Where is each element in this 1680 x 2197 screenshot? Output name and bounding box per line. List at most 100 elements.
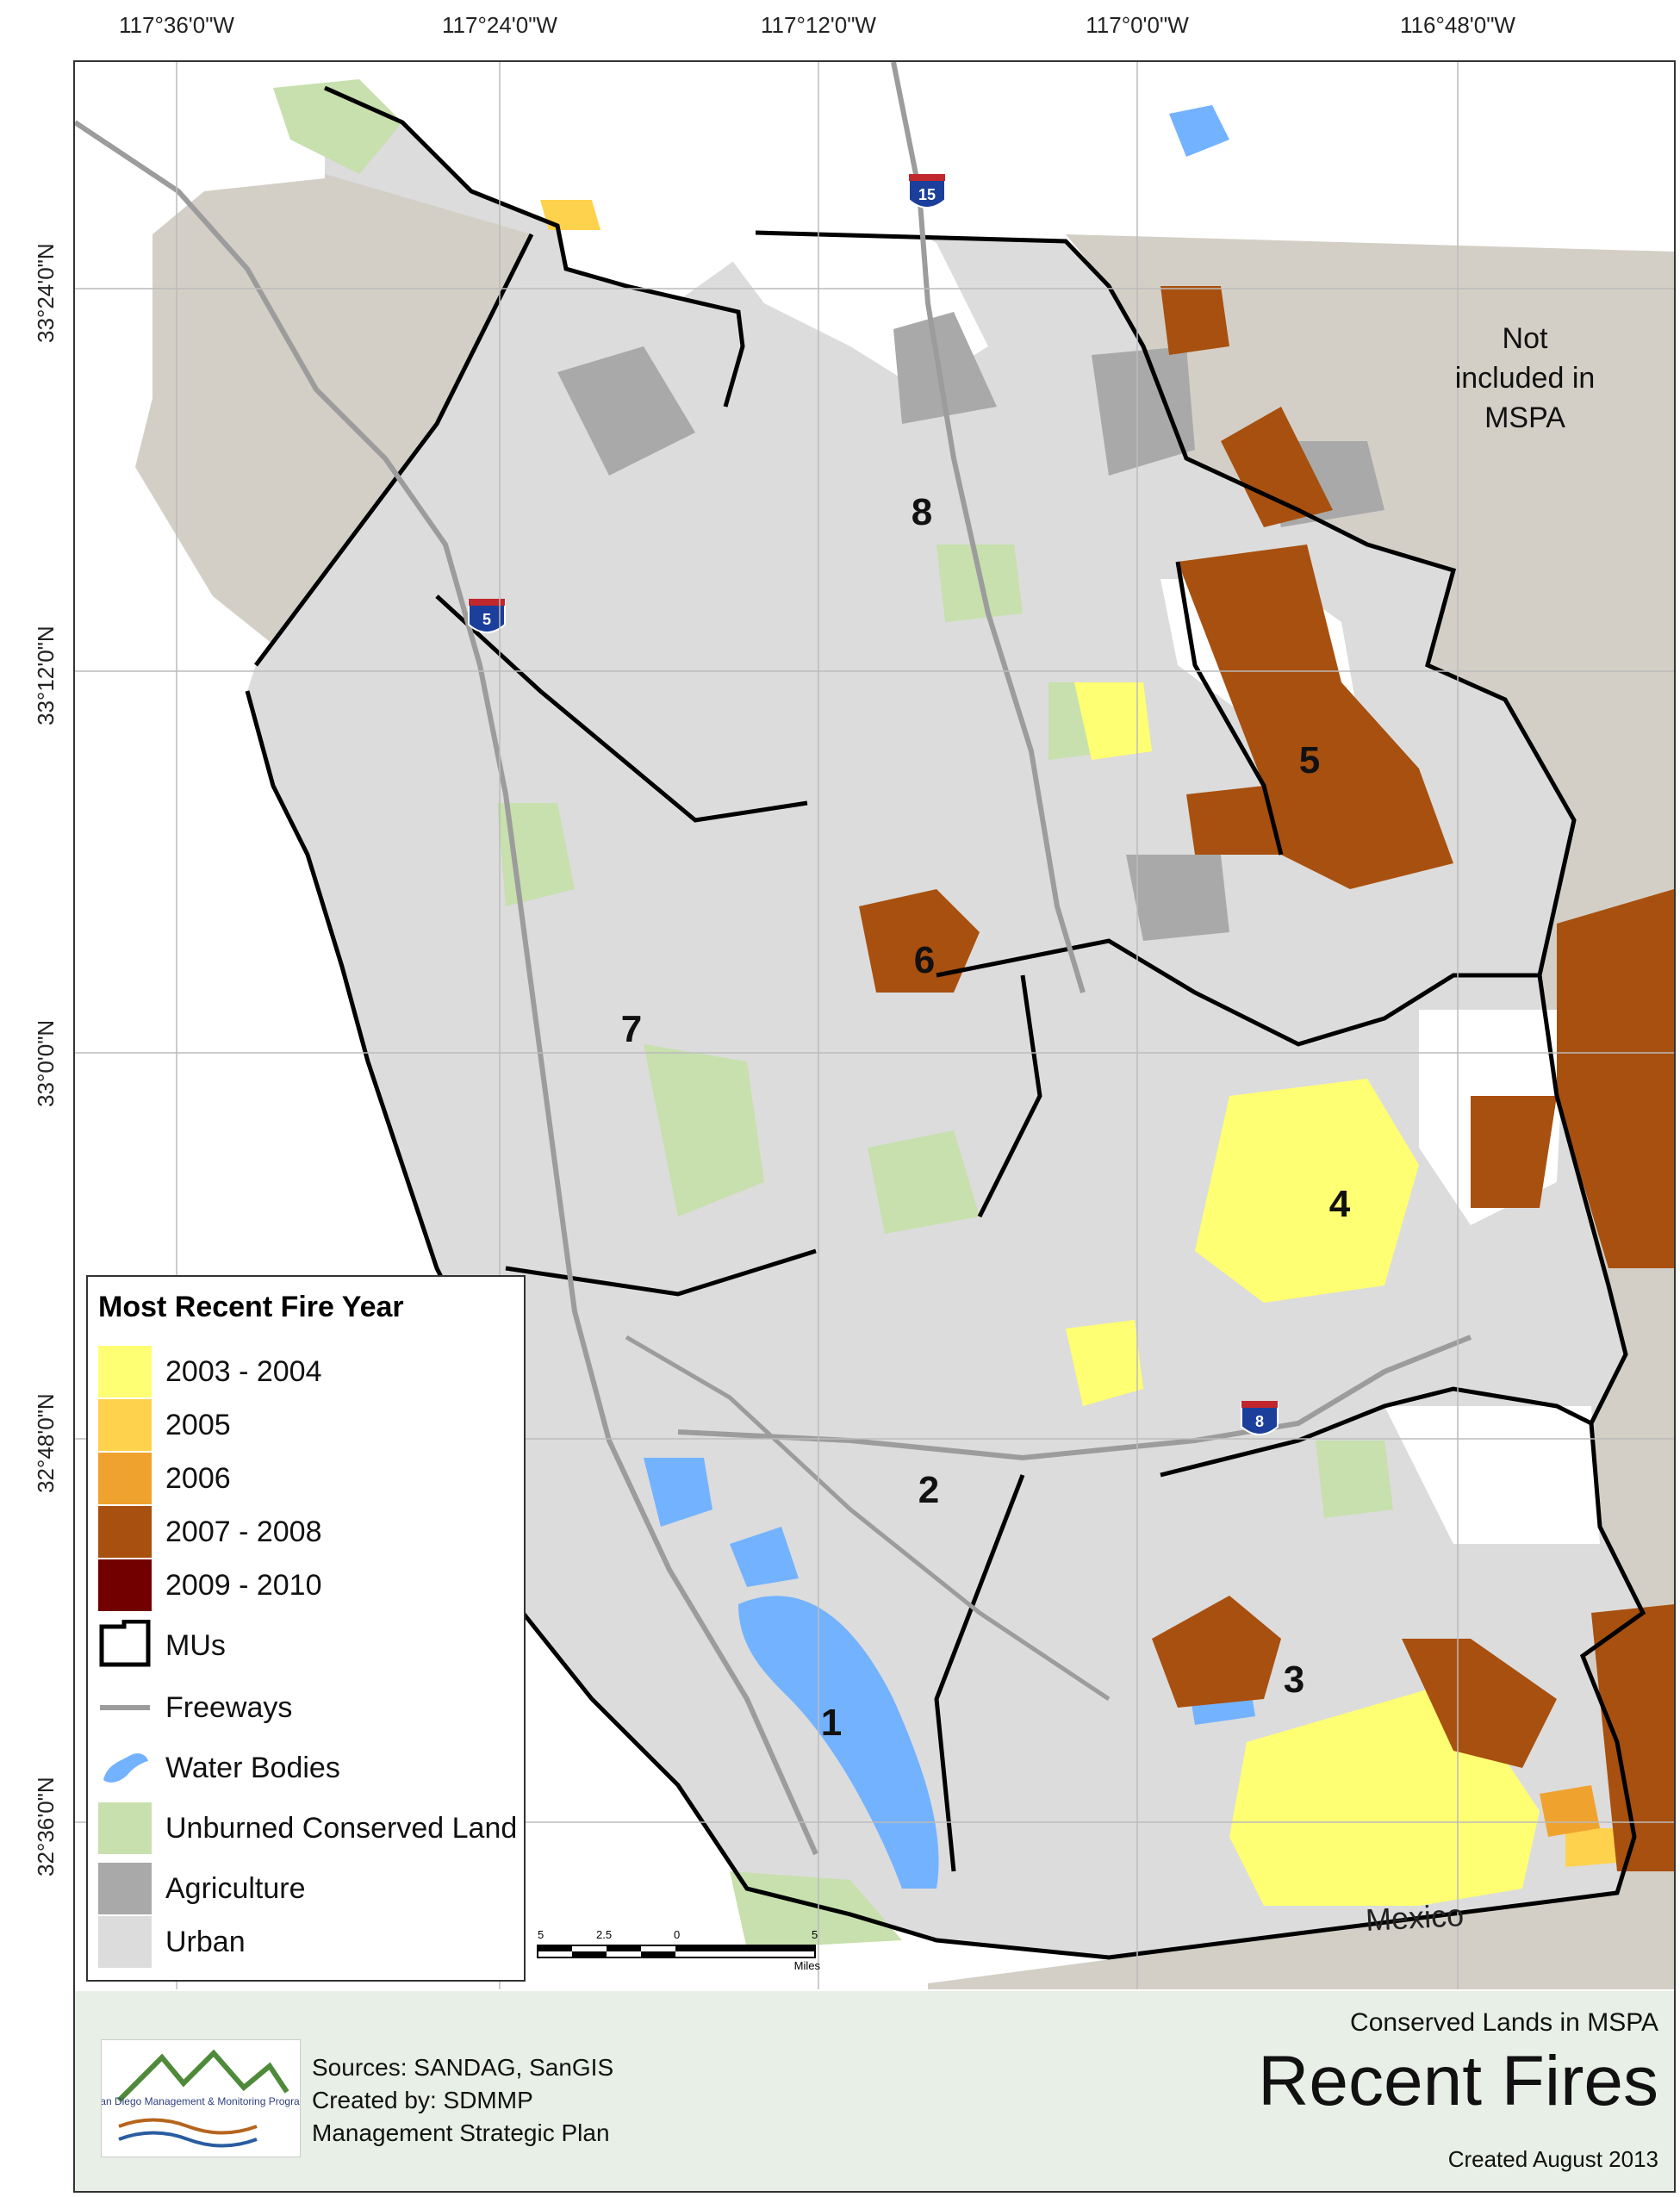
outside-mspa-east	[928, 234, 1674, 1989]
legend-item: 2009 - 2010	[98, 1559, 322, 1611]
fire-2007-2008	[859, 889, 980, 993]
map-subtitle: Conserved Lands in MSPA	[1350, 2008, 1658, 2037]
legend-item: 2003 - 2004	[98, 1346, 322, 1397]
interstate-5-shield: 5	[468, 599, 506, 633]
swatch-2005	[98, 1399, 152, 1451]
water-body	[730, 1527, 799, 1587]
mu-boundary-icon	[99, 1620, 151, 1667]
swatch-agriculture	[98, 1863, 152, 1914]
agriculture-patch	[1092, 346, 1195, 476]
fire-2007-2008	[1591, 1604, 1674, 1871]
agriculture-patch	[557, 346, 695, 476]
mu-label: 3	[1283, 1659, 1305, 1701]
agriculture-patch	[1126, 855, 1229, 941]
fire-2007-2008	[1221, 407, 1333, 527]
mu-boundary	[1175, 561, 1284, 856]
legend-label: Agriculture	[165, 1871, 306, 1905]
latitude-label: 33°0'0"N	[33, 1019, 59, 1107]
conserved-land	[730, 1871, 902, 1949]
svg-text:8: 8	[1255, 1413, 1264, 1430]
mu-label: 6	[913, 939, 936, 981]
svg-text:5: 5	[538, 1928, 544, 1941]
fire-2007-2008	[1402, 1639, 1557, 1768]
map-frame	[73, 60, 1676, 2193]
fire-2005	[540, 200, 600, 230]
legend-item: Urban	[98, 1916, 246, 1968]
legend-item: Freeways	[98, 1682, 292, 1733]
swatch-2003-2004	[98, 1346, 152, 1397]
legend-label: 2007 - 2008	[165, 1515, 322, 1548]
conserved-land	[1316, 1441, 1393, 1518]
fire-2003-2004	[1195, 1079, 1419, 1303]
mu-boundary	[977, 974, 1042, 1218]
legend-item: MUs	[98, 1620, 226, 1671]
mu-label: 8	[911, 491, 933, 533]
legend-label: MUs	[165, 1628, 226, 1662]
legend-label: Unburned Conserved Land	[165, 1811, 518, 1845]
map-title: Recent Fires	[1258, 2042, 1658, 2120]
conserved-land	[273, 79, 402, 174]
legend-label: 2003 - 2004	[165, 1354, 322, 1388]
swatch-2009-2010	[98, 1559, 152, 1611]
latitude-label: 32°36'0"N	[33, 1777, 59, 1876]
svg-text:0: 0	[674, 1928, 680, 1941]
longitude-label: 117°0'0"W	[1086, 12, 1189, 38]
freeway-line-icon	[100, 1705, 150, 1710]
mu-boundary	[323, 85, 745, 408]
san-diego-bay	[738, 1596, 939, 1889]
latitude-label: 33°12'0"N	[33, 625, 59, 725]
logo-mountains: San Diego Management & Monitoring Progra…	[93, 2049, 308, 2148]
sdmmp-logo: San Diego Management & Monitoring Progra…	[93, 2039, 308, 2157]
mexico-label: Mexico	[1364, 1897, 1465, 1938]
svg-text:5: 5	[482, 611, 491, 628]
longitude-label: 117°12'0"W	[761, 12, 876, 38]
svg-text:15: 15	[918, 186, 936, 203]
freeway	[625, 1335, 1111, 1702]
inland-white-area	[75, 62, 1674, 252]
mu-boundary	[1160, 1386, 1593, 1478]
longitude-label: 117°24'0"W	[442, 12, 557, 38]
mu-label: 5	[1298, 739, 1321, 781]
water-body	[644, 1458, 712, 1527]
swatch-unburned-conserved	[98, 1802, 152, 1854]
legend-item: Water Bodies	[98, 1742, 340, 1794]
footer-credits: Sources: SANDAG, SanGIS Created by: SDMM…	[312, 2051, 613, 2150]
swatch-2007-2008	[98, 1506, 152, 1558]
mu-boundary	[435, 594, 808, 823]
fire-2003-2004	[1074, 682, 1152, 760]
legend-label: Urban	[165, 1925, 246, 1958]
freeway-i8	[677, 1335, 1472, 1461]
fire-2007-2008	[1557, 889, 1674, 1268]
water-body	[1169, 105, 1229, 157]
mu-label: 1	[820, 1702, 843, 1744]
fire-2007-2008	[1152, 1596, 1281, 1708]
svg-text:2.5: 2.5	[596, 1928, 612, 1941]
mu-label: 2	[918, 1469, 940, 1511]
mu-boundary	[936, 938, 1540, 1047]
agriculture-patch	[893, 312, 997, 424]
map-legend: Most Recent Fire Year 2003 - 2004 2005 2…	[86, 1275, 526, 1982]
mu-label: 4	[1328, 1183, 1351, 1225]
graticule	[75, 62, 1674, 1989]
scale-bar-graphic: 5 2.5 0 5 Miles	[537, 1928, 820, 1972]
interstate-8-shield: 8	[1241, 1401, 1279, 1435]
sources-text: Sources: SANDAG, SanGIS	[312, 2054, 614, 2081]
fire-2003-2004	[1333, 1199, 1384, 1251]
scale-bar: 5 2.5 0 5 Miles	[536, 1926, 820, 1978]
svg-text:5: 5	[812, 1928, 818, 1941]
interstate-15-shield: 15	[908, 174, 946, 208]
legend-item: 2007 - 2008	[98, 1506, 322, 1558]
water-body-icon	[103, 1753, 148, 1783]
legend-item: Unburned Conserved Land	[98, 1802, 517, 1854]
fire-2003-2004	[1066, 1320, 1143, 1406]
swatch-2006	[98, 1453, 152, 1504]
legend-label: Water Bodies	[165, 1751, 340, 1784]
legend-label: 2006	[165, 1461, 231, 1495]
fire-2007-2008	[1178, 545, 1453, 889]
freeway-i5	[75, 120, 818, 1856]
fire-2007-2008	[1160, 286, 1229, 355]
longitude-label: 117°36'0"W	[119, 12, 234, 38]
legend-label: Freeways	[165, 1690, 293, 1724]
legend-item: Agriculture	[98, 1863, 306, 1914]
logo-text: San Diego Management & Monitoring Progra…	[102, 2095, 300, 2107]
